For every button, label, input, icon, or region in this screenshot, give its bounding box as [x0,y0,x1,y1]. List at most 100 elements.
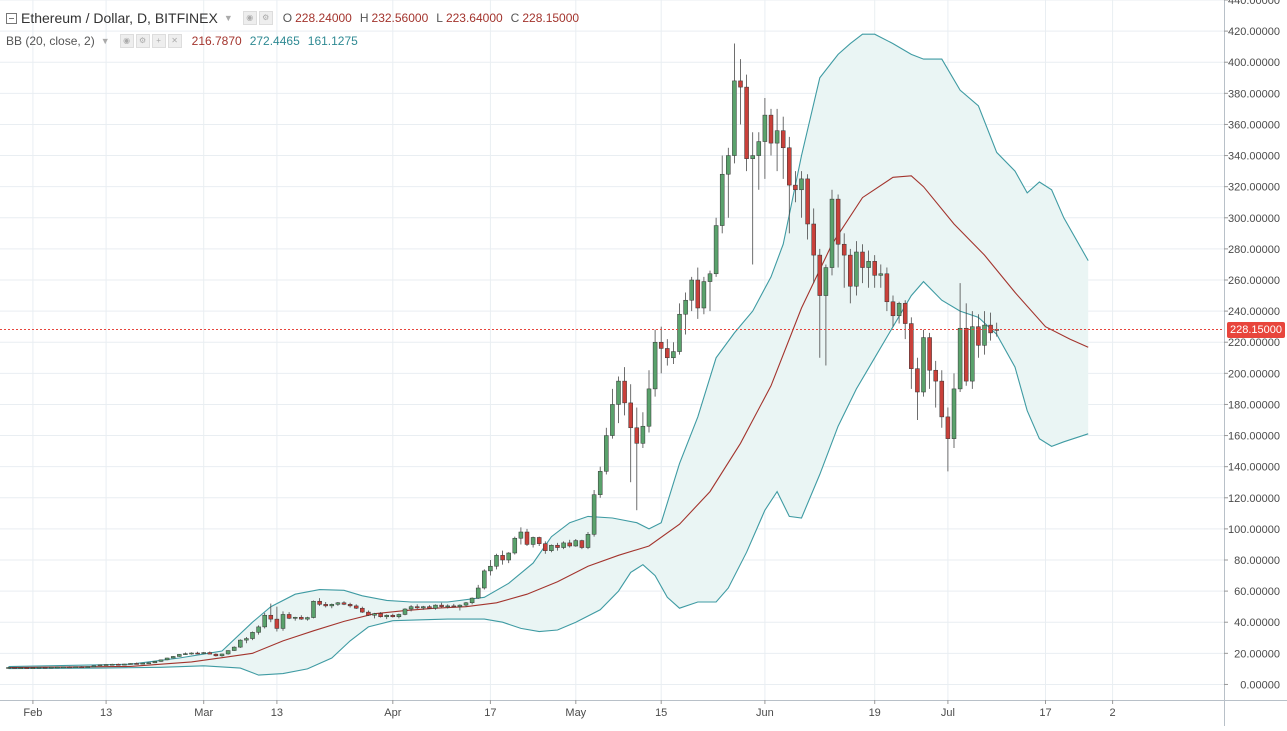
close-icon[interactable]: ✕ [167,34,182,48]
settings-icon[interactable]: ⚙ [135,34,150,48]
candle [744,74,749,172]
candle [140,662,145,665]
candle-body-down [286,614,292,619]
candle-body-up [256,626,261,633]
candle [42,666,48,669]
candle [988,312,993,341]
candle [665,339,670,366]
candle [634,407,640,511]
candle [146,662,152,665]
candle-body-down [793,184,798,191]
candle [292,616,298,621]
candle-body-up [152,661,158,664]
candle-body-up [109,663,115,666]
price-tick-label: 280.00000 [1228,244,1280,256]
candle-body-down [738,80,743,88]
eye-icon[interactable]: ◉ [119,34,134,48]
candle-body-up [262,614,267,628]
candle [677,303,682,355]
candle [262,612,267,629]
chevron-down-icon[interactable]: ▼ [100,36,110,46]
candle [152,661,158,664]
candle [793,171,798,203]
candle [561,541,566,550]
candle-body-up [866,261,871,268]
candle-body-up [921,337,926,393]
candle-body-down [536,537,542,544]
candle [799,171,804,218]
candle [890,295,896,327]
candle [585,532,591,550]
candle-body-down [695,279,701,309]
time-tick-label: 2 [1110,707,1116,719]
candle-body-down [353,605,359,609]
collapse-icon[interactable] [6,12,17,24]
candle-body-up [726,155,731,175]
candle-body-up [585,534,591,548]
candle [378,612,383,618]
indicator-label[interactable]: BB (20, close, 2) [6,34,95,48]
candle [774,108,780,172]
close-label: C [510,11,520,25]
candle [530,536,536,548]
candle-body-up [329,604,335,607]
candle [488,560,493,576]
price-tick-label: 340.00000 [1228,151,1280,163]
candle [475,584,481,599]
high-value: 232.56000 [371,11,429,25]
candle-body-up [219,653,225,657]
candle [518,527,524,545]
candle [341,601,347,606]
candle [299,615,304,620]
candle [439,602,444,608]
time-axis: Feb 13 Mar 13 Apr 17 May 15 Jun 19 Jul 17 2 [23,700,1116,719]
price-tick-label: 60.00000 [1234,586,1280,598]
candle [671,342,676,364]
price-tick-label: 180.00000 [1228,399,1280,411]
candle [79,666,84,668]
candle [457,604,463,611]
candle-body-down [665,348,670,359]
candle [12,667,17,669]
candle [347,602,353,608]
candle [18,667,23,669]
candle-body-up [122,663,127,666]
candle [366,610,371,616]
candle-body-down [915,368,920,393]
candle [945,407,951,472]
candle-body-up [335,602,341,605]
symbol-title[interactable]: Ethereum / Dollar, D, BITFINEX [21,10,218,26]
candle [768,108,774,156]
candle-body-up [85,666,91,668]
candle [622,367,627,416]
candles [6,43,999,669]
candle-body-up [244,638,249,641]
candle [305,616,310,621]
add-icon[interactable]: + [151,34,166,48]
candle [762,98,768,179]
candle-body-down [835,198,841,245]
candle [640,412,646,448]
candle-body-down [658,341,664,349]
candle-body-up [91,665,97,668]
candle [805,174,810,240]
candle [787,136,792,234]
chevron-down-icon[interactable]: ▼ [223,13,233,23]
price-tick-label: 80.00000 [1234,555,1280,567]
candle [421,605,426,610]
candle [683,292,688,335]
candle [134,662,139,665]
candle-body-down [622,380,627,404]
settings-icon[interactable]: ⚙ [258,11,273,25]
candle-body-down [341,602,347,605]
candle-body-up [707,273,713,282]
candle-body-up [597,471,603,495]
eye-icon[interactable]: ◉ [242,11,257,25]
candle-body-up [18,667,23,669]
candle [756,132,762,190]
candle-body-up [494,555,499,567]
candle [597,466,603,498]
candle-body-up [713,225,719,275]
